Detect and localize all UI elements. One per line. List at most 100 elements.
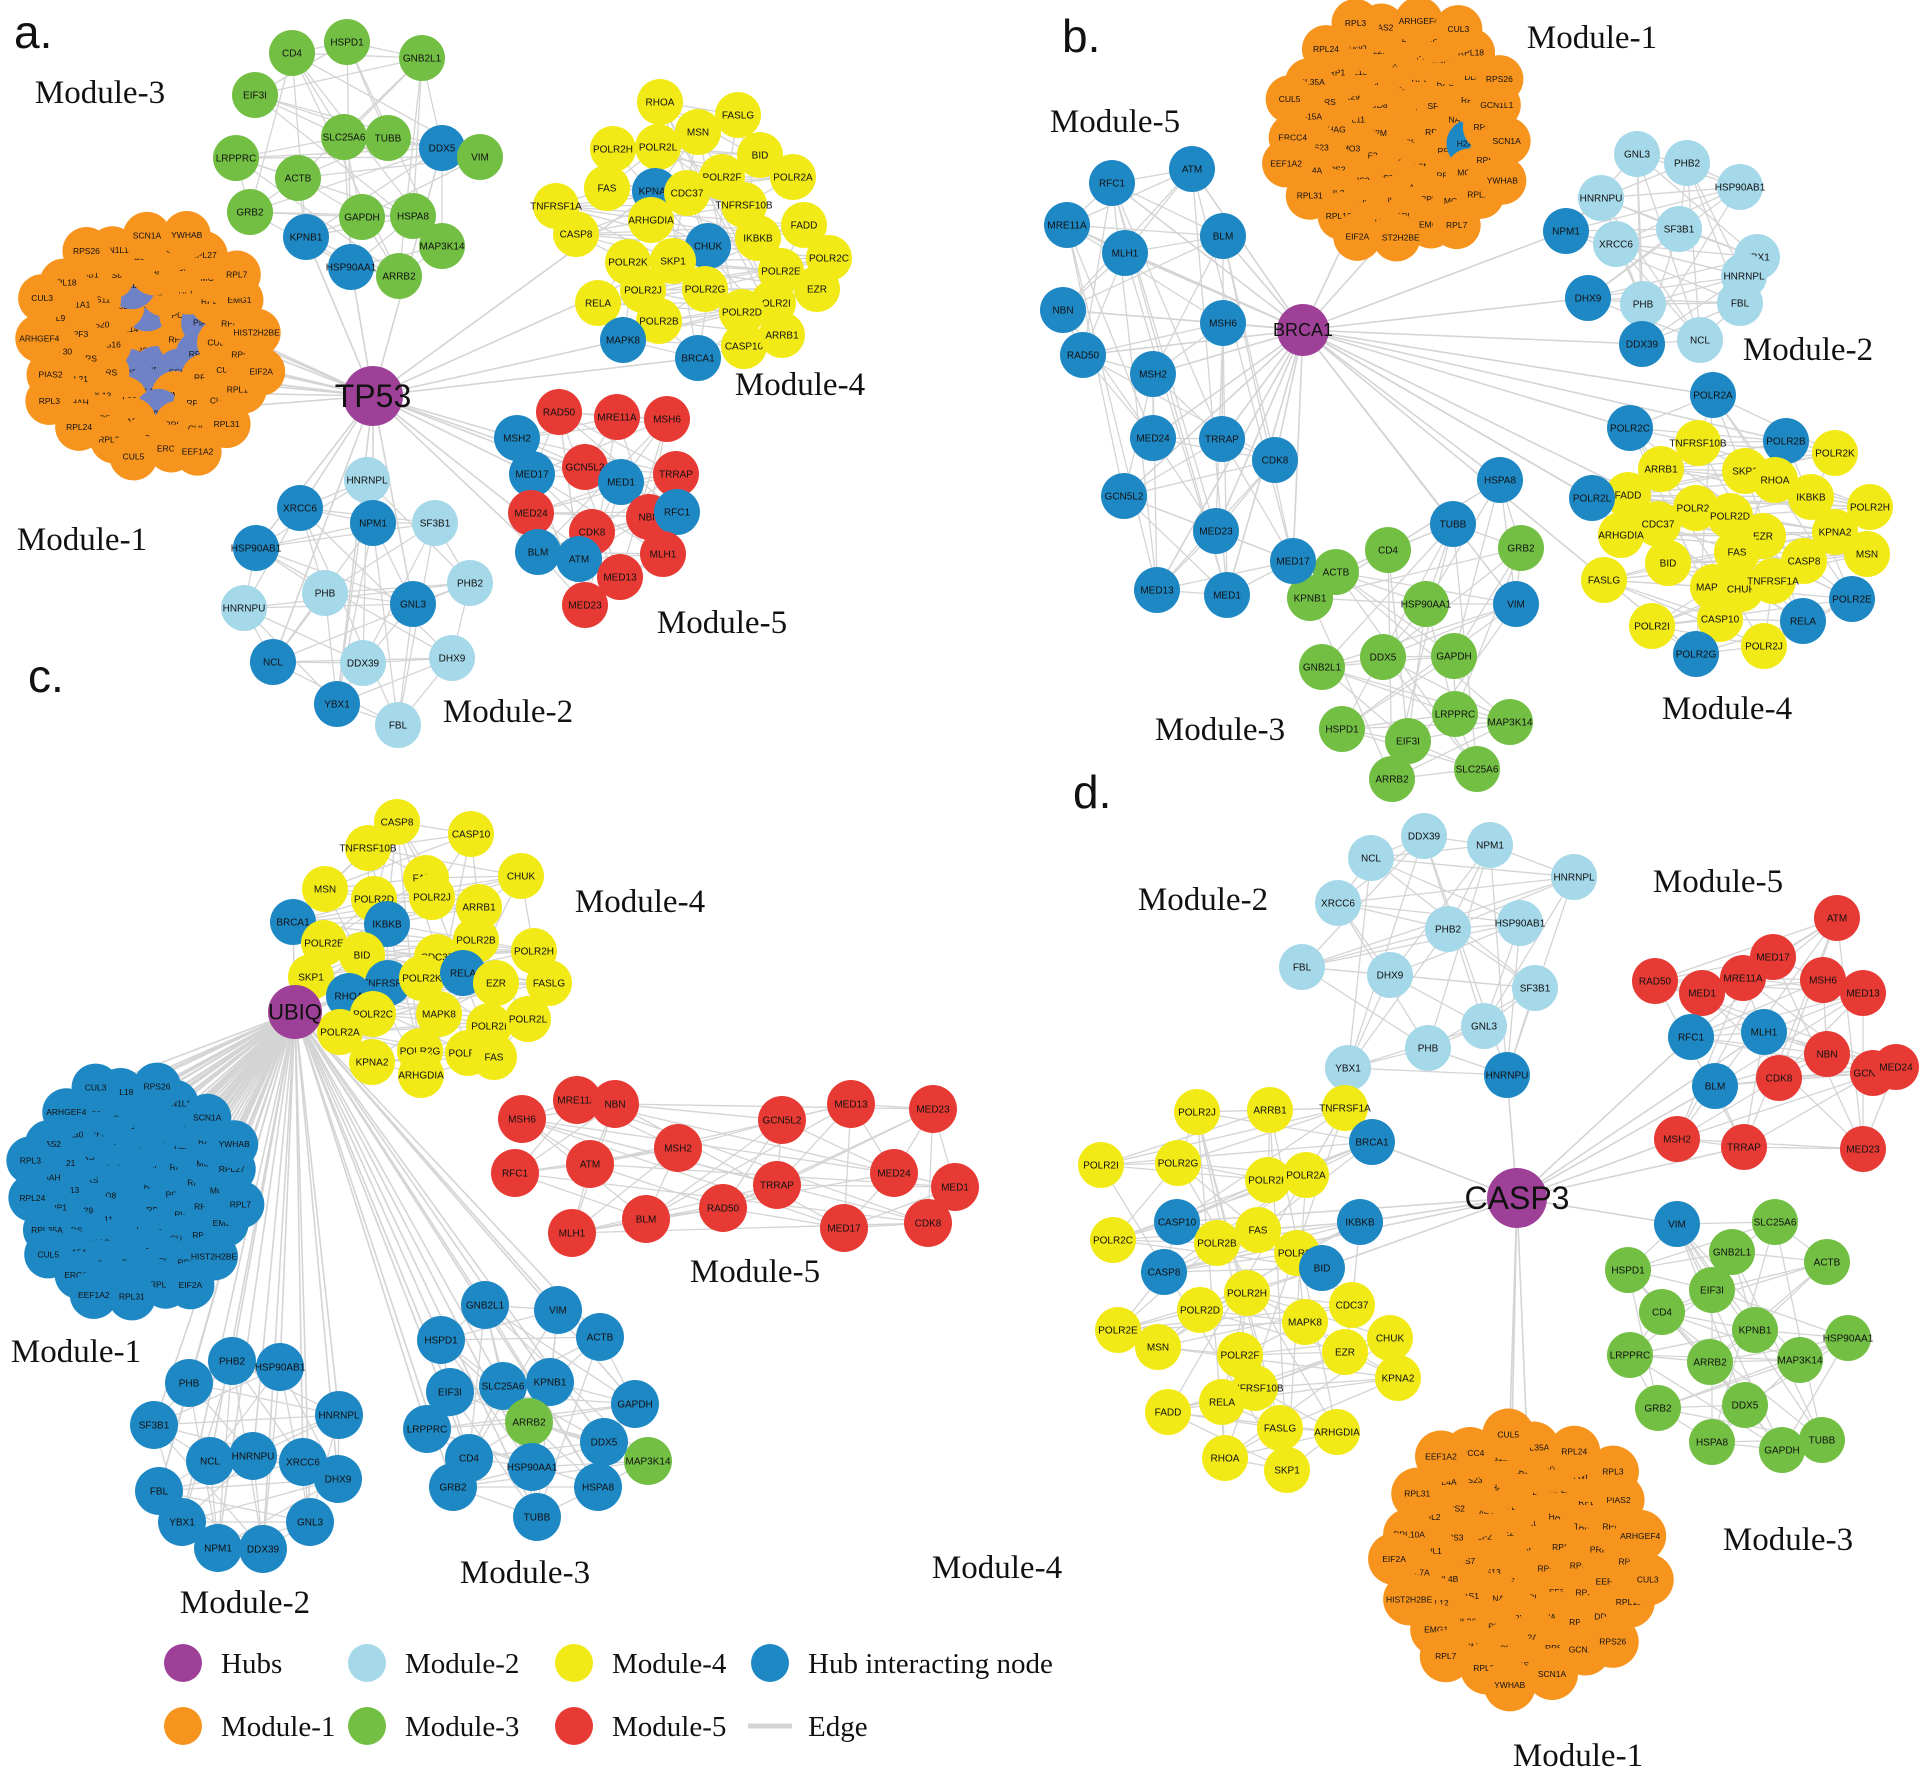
gene-node-label: RPL24: [66, 422, 92, 432]
gene-node-label: DDX5: [591, 1437, 618, 1448]
gene-node: [213, 135, 259, 181]
gene-node-label: VIM: [471, 152, 489, 163]
gene-node-label: POLR2K: [1248, 1175, 1288, 1186]
gene-node-label: RPL31: [1297, 191, 1323, 201]
gene-node: [781, 202, 827, 248]
gene-node-label: CDC37: [671, 188, 704, 199]
gene-node-label: SCN1A: [1538, 1669, 1567, 1679]
gene-node-label: MAP3K14: [419, 241, 464, 252]
gene-node-label: RPL3: [1345, 18, 1367, 28]
gene-node-label: KPNB1: [534, 1377, 567, 1388]
module-label: Module-2: [1138, 882, 1268, 918]
gene-node: [283, 214, 329, 260]
gene-node-label: TRRAP: [659, 469, 693, 480]
gene-node-label: HSP90AB1: [231, 543, 282, 554]
gene-node-label: HSP90AA1: [507, 1462, 558, 1473]
gene-node-label: MED24: [1136, 433, 1170, 444]
gene-node-label: IKBKB: [372, 919, 402, 930]
gene-node-label: POLR2H: [593, 144, 633, 155]
gene-node-label: GCN5L2: [566, 462, 605, 473]
gene-node-label: DHX9: [1377, 970, 1404, 981]
gene-node-label: KPNA2: [639, 186, 672, 197]
gene-node-label: HSP90AA1: [326, 262, 377, 273]
gene-node: [562, 582, 608, 628]
gene-node-label: POLR2I: [1083, 1160, 1119, 1171]
gene-node-label: RFC1: [1099, 178, 1126, 189]
hub-edge-line: [372, 339, 624, 397]
gene-node-label: GRB2: [1644, 1403, 1672, 1414]
edge-line: [1453, 479, 1501, 657]
gene-node-label: MAPK8: [422, 1009, 456, 1020]
gene-node-label: GRB2: [439, 1482, 467, 1493]
gene-node-label: RPL7: [230, 1199, 252, 1209]
gene-node-label: HNRNPU: [1580, 193, 1623, 204]
gene-node-label: YWHAB: [1494, 1680, 1526, 1690]
legend-item: Module-2: [348, 1644, 519, 1682]
edge-line: [1603, 579, 1765, 647]
edge-line: [1836, 917, 1864, 1150]
gene-node-label: SCN1A: [133, 231, 162, 241]
gene-node-label: CDC37: [1336, 1300, 1369, 1311]
gene-node-label: NPM1: [1476, 840, 1504, 851]
edge-line: [558, 411, 621, 578]
gene-node-label: POLR2L: [509, 1014, 548, 1025]
gene-node-label: GNL3: [400, 599, 427, 610]
gene-node-label: NCL: [1361, 853, 1381, 864]
nodes-layer: UbiqRPL23RPS6UBE2MRPL14RPS13NEDD8RPL5EEF…: [932, 766, 1919, 1774]
gene-node: [644, 396, 690, 442]
gene-node-label: ATM: [580, 1159, 600, 1170]
gene-node-label: DHX9: [325, 1474, 352, 1485]
edge-line: [1301, 922, 1521, 968]
gene-node-label: NBN: [1816, 1049, 1837, 1060]
gene-node-label: HNRNPL: [318, 1410, 360, 1421]
edge-line: [249, 52, 293, 213]
gene-node: [162, 211, 211, 260]
gene-node-label: CASP10: [725, 341, 764, 352]
gene-node-label: CUL3: [85, 1082, 107, 1092]
gene-node-label: YWHAB: [171, 230, 203, 240]
gene-node-label: NPM1: [204, 1543, 232, 1554]
edge-line: [1341, 721, 1511, 730]
gene-node-label: KPNB1: [290, 232, 323, 243]
gene-node-label: CUL3: [1637, 1575, 1659, 1585]
gene-node: [675, 335, 721, 381]
gene-node-label: MAPK8: [1288, 1317, 1322, 1328]
gene-node-label: PHB2: [1435, 924, 1462, 935]
gene-node: [794, 266, 840, 312]
gene-node-label: PIAS2: [38, 370, 62, 380]
gene-node-label: MSN: [1856, 549, 1878, 560]
gene-node-label: POLR2J: [1178, 1107, 1216, 1118]
hub-edge-line: [372, 357, 699, 397]
gene-node-label: EZR: [486, 978, 506, 989]
edge-line: [235, 157, 400, 277]
gene-node-label: HARS: [94, 368, 118, 378]
gene-node-label: TNFRSF10B: [715, 200, 773, 211]
gene-node-label: CASP8: [1788, 556, 1821, 567]
gene-node-label: TNFRSF10B: [1669, 438, 1727, 449]
gene-node-label: HNRNPU: [232, 1451, 275, 1462]
gene-node: [390, 581, 436, 627]
gene-node-label: SF3B1: [1664, 224, 1695, 235]
gene-node-label: FBL: [389, 720, 408, 731]
gene-node-label: IKBKB: [743, 233, 773, 244]
gene-node: [237, 347, 286, 396]
gene-node-label: LRPPRC: [216, 153, 257, 164]
edge-line: [291, 52, 400, 277]
gene-node: [232, 72, 278, 118]
gene-node-label: MSH6: [653, 414, 681, 425]
gene-node: [328, 244, 374, 290]
gene-node-label: RFC1: [1678, 1032, 1705, 1043]
gene-node-label: SF3B1: [1520, 983, 1551, 994]
gene-node-label: FAS: [1249, 1225, 1268, 1236]
gene-node-label: TRRAP: [760, 1180, 794, 1191]
gene-node-label: GNB2L1: [1303, 662, 1342, 673]
gene-node-label: BLM: [1213, 231, 1234, 242]
gene-node: [62, 227, 111, 276]
gene-node-label: HSP90AA1: [1401, 599, 1452, 610]
gene-node-label: KPNB1: [1294, 593, 1327, 604]
gene-node-label: RPL3: [20, 1155, 42, 1165]
gene-node-label: RPL31: [214, 419, 240, 429]
gene-node-label: CUL5: [37, 1249, 59, 1259]
hub-label: UBIQ: [268, 999, 322, 1024]
gene-node-label: GCN1L1: [96, 245, 129, 255]
